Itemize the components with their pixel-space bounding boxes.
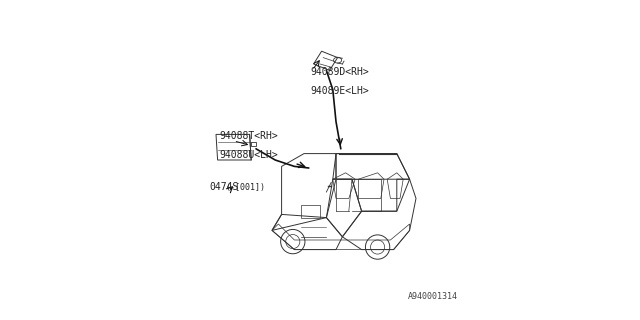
Text: 94089E<LH>: 94089E<LH>	[310, 86, 369, 96]
Text: A940001314: A940001314	[408, 292, 458, 301]
Text: 94088U<LH>: 94088U<LH>	[219, 150, 278, 160]
Text: 0474S: 0474S	[210, 182, 239, 192]
Text: 94088T<RH>: 94088T<RH>	[219, 131, 278, 141]
Text: (-[001]): (-[001])	[226, 183, 266, 192]
Text: 94089D<RH>: 94089D<RH>	[310, 67, 369, 77]
